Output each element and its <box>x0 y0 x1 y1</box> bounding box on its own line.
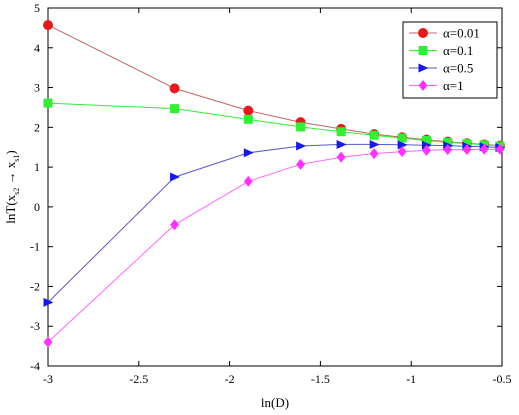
x-tick-label: -1 <box>406 372 416 386</box>
x-tick-label: -1.5 <box>311 372 330 386</box>
x-tick-label: -0.5 <box>493 372 512 386</box>
series-markers <box>43 20 506 348</box>
data-point <box>170 219 180 231</box>
data-point <box>397 133 407 143</box>
legend-marker <box>418 28 428 38</box>
y-tick-label: 0 <box>34 200 40 214</box>
data-point <box>169 83 180 94</box>
y-axis-label: lnT(xs2 → xs1) <box>3 150 21 223</box>
data-point <box>43 98 53 108</box>
x-tick-label: -3 <box>43 372 53 386</box>
legend-label: α=0.01 <box>443 26 480 41</box>
data-point <box>43 297 54 307</box>
legend-marker <box>418 63 429 73</box>
y-tick-label: -1 <box>30 240 40 254</box>
y-tick-label: 2 <box>34 120 40 134</box>
data-point <box>479 143 489 155</box>
data-point <box>336 139 347 149</box>
data-point <box>336 127 346 137</box>
data-point <box>43 336 53 348</box>
data-point <box>462 144 472 156</box>
y-tick-label: -2 <box>30 279 40 293</box>
data-point <box>296 158 306 170</box>
data-point <box>421 135 431 145</box>
data-point <box>243 175 253 187</box>
y-tick-label: 5 <box>34 1 40 15</box>
data-point <box>170 104 180 114</box>
legend-label: α=1 <box>443 78 464 93</box>
data-point <box>243 114 253 124</box>
data-point <box>43 20 53 31</box>
y-tick-label: -3 <box>30 319 40 333</box>
data-point <box>495 143 505 155</box>
y-tick-label: 3 <box>34 81 40 95</box>
data-point <box>170 172 181 182</box>
data-point <box>369 130 379 140</box>
y-tick-label: 1 <box>34 160 40 174</box>
data-point <box>243 148 254 158</box>
data-point <box>443 137 453 147</box>
x-tick-label: -2 <box>225 372 235 386</box>
data-point <box>336 151 346 163</box>
legend-label: α=0.5 <box>443 61 473 76</box>
y-tick-label: -4 <box>30 359 40 373</box>
data-point <box>369 139 380 149</box>
data-point <box>296 141 307 151</box>
legend-marker <box>418 80 428 91</box>
legend-label: α=0.1 <box>443 43 473 58</box>
data-point <box>397 146 407 158</box>
data-point <box>462 139 472 149</box>
data-point <box>397 140 408 150</box>
data-point <box>421 144 431 156</box>
data-point <box>443 144 453 156</box>
x-tick-label: -2.5 <box>129 372 148 386</box>
data-point <box>369 148 379 160</box>
legend: α=0.01 α=0.1 α=0.5 α=1 <box>402 21 498 99</box>
y-tick-label: 4 <box>34 41 40 55</box>
data-point <box>243 105 254 116</box>
x-axis-label: ln(D) <box>261 395 289 410</box>
legend-marker <box>418 46 428 55</box>
data-point <box>296 122 306 132</box>
